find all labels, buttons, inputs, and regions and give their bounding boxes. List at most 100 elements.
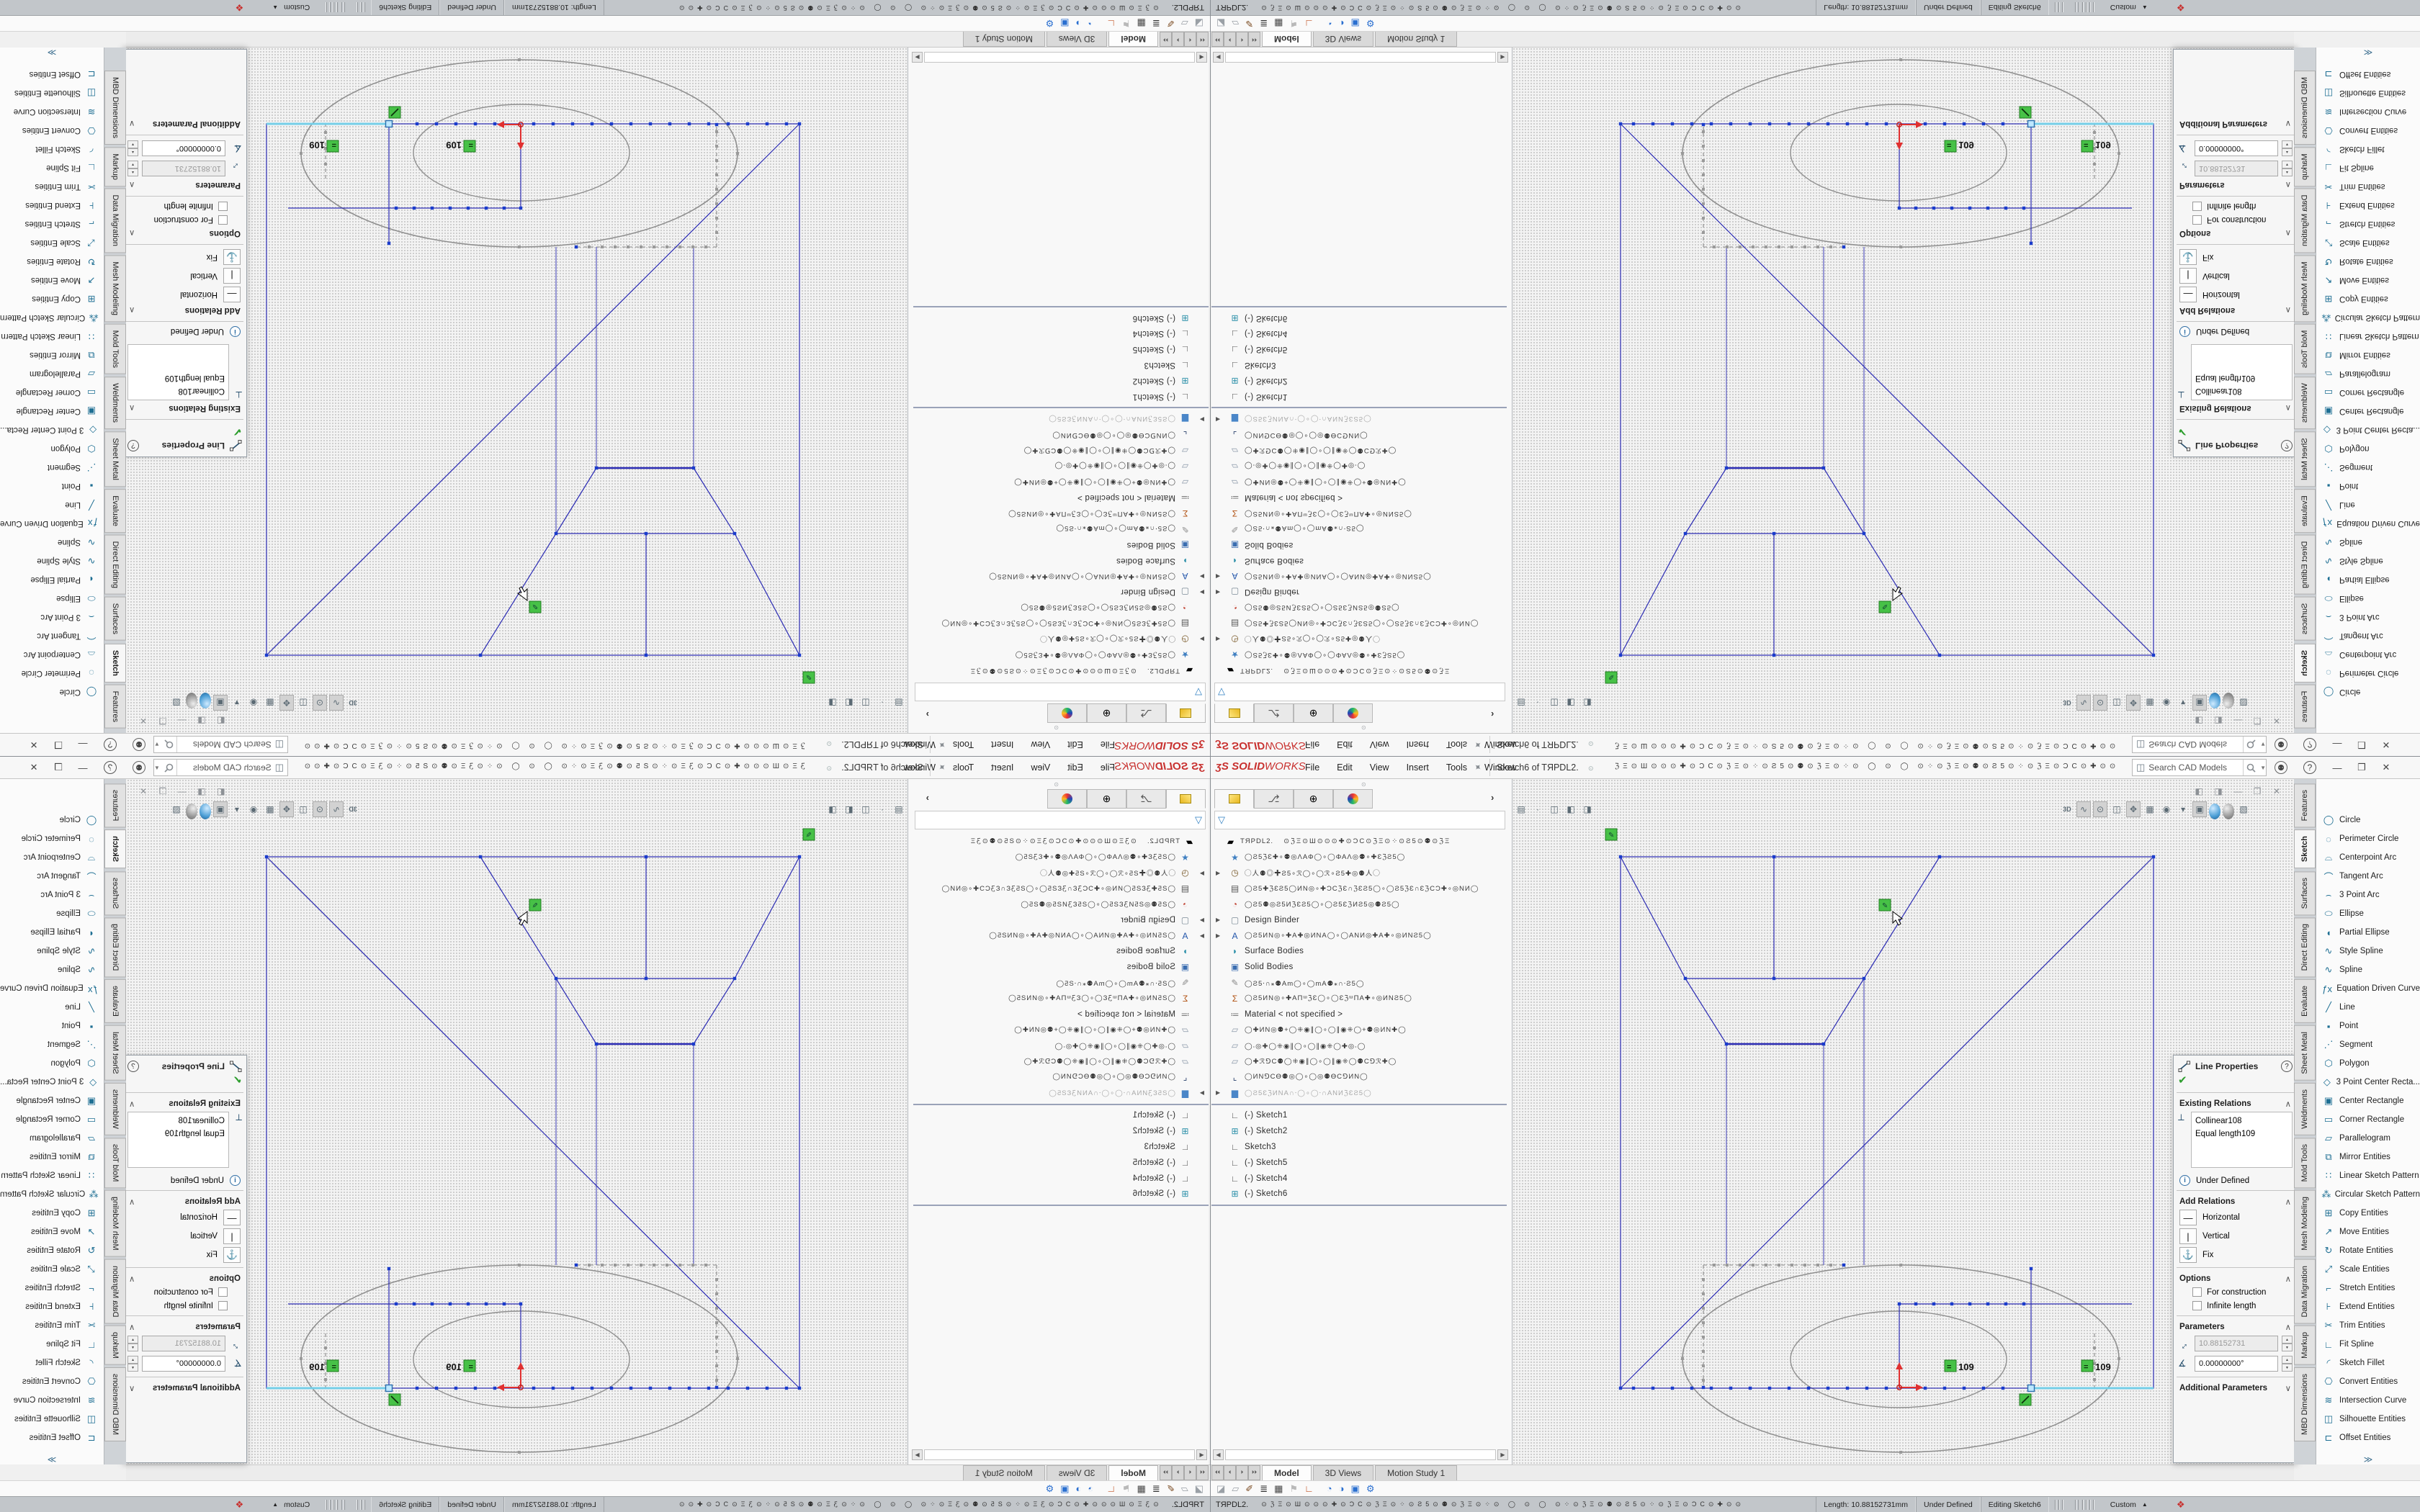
- tree-row[interactable]: ▶ ▢ Design Binder: [913, 584, 1209, 600]
- collapse-icon[interactable]: ∧: [129, 1275, 135, 1284]
- expand-icon[interactable]: ∨: [2285, 1385, 2291, 1393]
- tool-item[interactable]: ⌐ Stretch Entities: [0, 215, 104, 233]
- search-icon[interactable]: [2243, 760, 2259, 775]
- tool-item[interactable]: ▭ Corner Rectangle: [2316, 1110, 2420, 1129]
- tree-row[interactable]: [1211, 407, 1507, 409]
- tool-item[interactable]: ⁂ Circular Sketch Pattern: [0, 308, 104, 327]
- add-relations-header[interactable]: Add Relations ∧: [129, 305, 241, 315]
- tab-propertymanager[interactable]: ⎇: [1254, 789, 1294, 809]
- toolbar2-icon[interactable]: ◑: [1338, 18, 1345, 29]
- tree-row[interactable]: ⊞ (-) Sketch6: [1211, 310, 1507, 326]
- command-tab[interactable]: Sheet Metal: [104, 431, 126, 487]
- sketch-diagonal[interactable]: [1620, 856, 2154, 1389]
- toolbar2-icon[interactable]: ∟: [1106, 18, 1116, 29]
- minimize-button[interactable]: —: [2332, 739, 2342, 750]
- relation-badge-equal-1[interactable]: = 109: [446, 1359, 476, 1372]
- sketch-ellipse-small[interactable]: [1790, 1310, 2007, 1408]
- tree-row[interactable]: ▶ ▢ Design Binder: [913, 912, 1209, 928]
- next-tab-icon[interactable]: ⏵: [1236, 1465, 1248, 1480]
- collapse-icon[interactable]: ∧: [2285, 228, 2291, 237]
- tool-item[interactable]: ≋ Intersection Curve: [0, 1391, 104, 1410]
- hud-icon[interactable]: 3D: [2063, 806, 2071, 813]
- selected-endpoint[interactable]: [2027, 1384, 2035, 1392]
- tool-item[interactable]: ƒx Equation Driven Curve: [2316, 514, 2420, 533]
- menu-item[interactable]: Tools: [1446, 762, 1468, 773]
- menu-item[interactable]: View: [1031, 762, 1051, 773]
- tool-item[interactable]: ⬭ Ellipse: [2316, 589, 2420, 608]
- tool-item[interactable]: ∿ Spline: [0, 533, 104, 552]
- account-icon[interactable]: ⚉: [2275, 738, 2287, 751]
- document-tab[interactable]: Motion Study 1: [962, 1465, 1045, 1480]
- add-vertical-button[interactable]: | Vertical: [2174, 1227, 2297, 1246]
- tool-item[interactable]: ⌒ Tangent Arc: [0, 626, 104, 645]
- toolbar2-icon[interactable]: ◔: [1088, 18, 1094, 29]
- toolbar2-icon[interactable]: ▦: [1274, 18, 1283, 30]
- add-fix-button[interactable]: ⚓ Fix: [2174, 248, 2297, 266]
- tree-row[interactable]: ▱ ◯⸳◎✚◯⁜◉∥◯∘◯∥◉⁜◯✚◎⸳◯: [913, 1038, 1209, 1053]
- tool-item[interactable]: ⬡ Polygon: [2316, 1054, 2420, 1073]
- tool-item[interactable]: ⋰ Segment: [0, 458, 104, 477]
- relation-badge-collinear[interactable]: [2019, 1393, 2032, 1406]
- help-icon[interactable]: ?: [104, 738, 117, 751]
- tool-item[interactable]: ◯ Circle: [2316, 811, 2420, 829]
- expand-icon[interactable]: ∨: [129, 1385, 135, 1393]
- tree-row[interactable]: ⊞ (-) Sketch6: [1211, 1187, 1507, 1202]
- relation-badge-cursor[interactable]: ✎: [516, 586, 542, 613]
- tree-row[interactable]: ∟ Sketch3: [1211, 1139, 1507, 1155]
- infinite-length-checkbox[interactable]: Infinite length: [2174, 199, 2297, 213]
- scroll-right-icon[interactable]: ▶: [912, 1449, 923, 1460]
- command-tab[interactable]: Mold Tools: [2294, 1137, 2316, 1189]
- tree-row[interactable]: ▱ ◯✚ℛ⅁Ϲ⚉◯⁜◉∥◯∘◯∥◉⁜◯⚉Ϲ⅁ℛ✚◯: [913, 1053, 1209, 1069]
- hud-icon[interactable]: ▧: [2239, 804, 2248, 814]
- status-custom-dropdown[interactable]: Custom ▲: [272, 1500, 310, 1509]
- first-tab-icon[interactable]: ⏴⏴: [1196, 32, 1209, 47]
- tree-horizontal-scrollbar[interactable]: ◀ ▶: [1213, 1449, 1508, 1460]
- minimize-button[interactable]: —: [2332, 762, 2342, 773]
- menu-item[interactable]: Window: [1484, 762, 1517, 773]
- tab-featuremanager[interactable]: [1214, 789, 1254, 809]
- tree-row[interactable]: ✎ ◯Ƨ5⸱∩⁎⚉Αm◯∘◯mΑ⚉⁎∩⸱Ƨ5◯: [1211, 521, 1507, 537]
- tool-item[interactable]: ⌓ Centerpoint Arc: [2316, 848, 2420, 867]
- tree-row[interactable]: [913, 305, 1209, 307]
- command-tab[interactable]: Features: [104, 783, 126, 828]
- scroll-track[interactable]: [1225, 1449, 1496, 1460]
- relations-listbox[interactable]: Collinear108 Equal length109: [127, 344, 229, 400]
- tool-item[interactable]: ⋰ Segment: [2316, 458, 2420, 477]
- document-tab[interactable]: Motion Study 1: [1375, 1465, 1458, 1480]
- tool-item[interactable]: ∷ Linear Sketch Pattern: [0, 1166, 104, 1185]
- checkbox[interactable]: [2192, 1301, 2202, 1310]
- search-icon[interactable]: [161, 760, 177, 775]
- tool-item[interactable]: ⬡ Polygon: [2316, 439, 2420, 458]
- add-horizontal-button[interactable]: — Horizontal: [2174, 1208, 2297, 1227]
- length-spinner[interactable]: ▲ ▼: [127, 1336, 138, 1351]
- menu-item[interactable]: File: [1100, 739, 1115, 750]
- toolbar2-icon[interactable]: ▱: [1232, 18, 1240, 30]
- hud-icon[interactable]: ⊙: [2093, 801, 2107, 817]
- tool-item[interactable]: ◇ 3 Point Center Recta...: [2316, 420, 2420, 439]
- account-icon[interactable]: ⚉: [2275, 761, 2287, 774]
- tree-row[interactable]: ∟ (-) Sketch1: [1211, 1108, 1507, 1124]
- toolbar2-icon[interactable]: ≣: [1152, 18, 1160, 30]
- toolbar-glyph-row[interactable]: ℨΞ⊙Ш⊙⊙⊙✚⊙ƆϹ⊙ℨΞ⊙⁘⊙Ƨ5⊙⚉⊙ℨΞ⊙⁘⊙ ◯ ⊙ ◯ ⊙⁘⊙ℨΞ⊙…: [301, 762, 805, 770]
- expand-icon[interactable]: ∨: [129, 119, 135, 127]
- hud-icon[interactable]: ◫: [1550, 804, 1559, 814]
- tree-row[interactable]: ◔ ◯Ƨ5⚉◎Ƨ5ИℨƐƧ5◯∘◯Ƨ5ƐℨИƧ5◎⚉Ƨ5◯: [913, 896, 1209, 912]
- status-custom-dropdown[interactable]: Custom ▲: [272, 3, 310, 12]
- command-tab[interactable]: MBD Dimensions: [2294, 1367, 2316, 1441]
- tool-item[interactable]: ⌢ 3 Point Arc: [2316, 886, 2420, 904]
- toolbar2-icon[interactable]: ◔: [1088, 1483, 1094, 1494]
- tool-item[interactable]: ⁂ Circular Sketch Pattern: [2316, 1185, 2420, 1204]
- tree-row[interactable]: ▶ ◷ ◯人⚉◎✚Ƨ5∘ℛ◯∘◯ℛ∘Ƨ5✚◎⚉人◯: [1211, 631, 1507, 647]
- tool-item[interactable]: ∟ Fit Spline: [2316, 1335, 2420, 1354]
- command-tab[interactable]: Mesh Modeling: [104, 1190, 126, 1257]
- tool-item[interactable]: ▭ Corner Rectangle: [0, 1110, 104, 1129]
- expand-arrow-icon[interactable]: ▶: [1216, 869, 1221, 876]
- panel-expand-chevron[interactable]: ›: [1491, 709, 1494, 720]
- sketch-diagonal[interactable]: [266, 123, 800, 656]
- add-vertical-button[interactable]: | Vertical: [2174, 266, 2297, 285]
- hud-icon[interactable]: ▦: [2146, 804, 2154, 814]
- tab-configurationmanager[interactable]: ⊕: [1087, 789, 1126, 809]
- tree-row[interactable]: ∟ (-) Sketch1: [913, 1108, 1209, 1124]
- search-box[interactable]: ◫ Search CAD Models ▼: [153, 736, 288, 753]
- toolbar2-icon[interactable]: ◪: [1194, 18, 1204, 30]
